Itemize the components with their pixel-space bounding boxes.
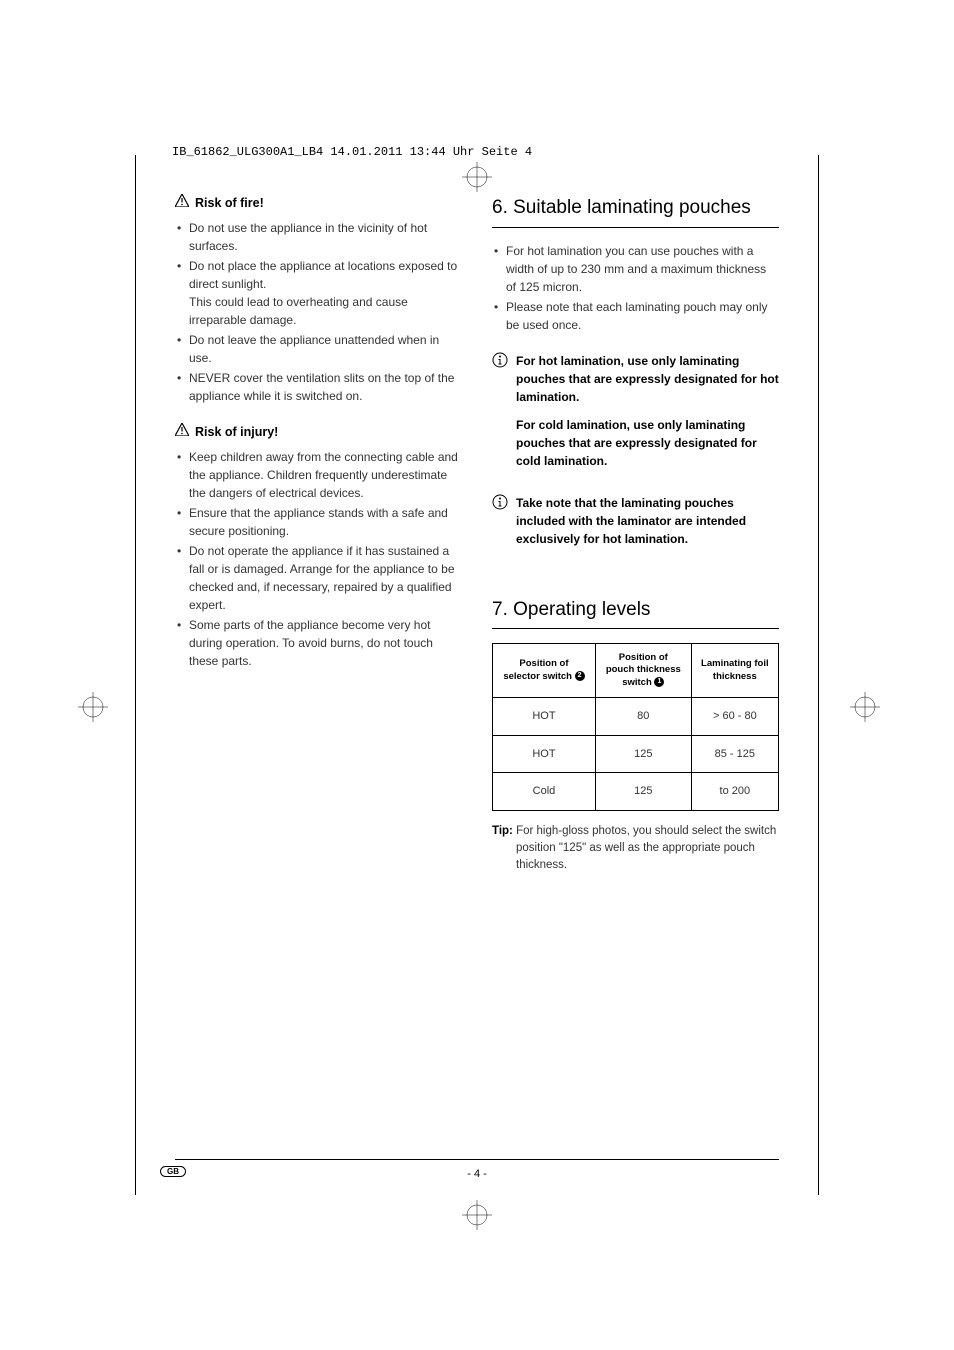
tip-text: For high-gloss photos, you should select… [513,825,776,872]
table-cell: HOT [493,698,596,736]
table-row: Cold 125 to 200 [493,773,779,811]
language-badge: GB [160,1166,186,1177]
page-footer: GB - 4 - [175,1159,779,1180]
table-header-col2: Position of pouch thickness switch 1 [595,644,691,698]
table-cell: 80 [595,698,691,736]
th-line: Laminating foil [701,658,769,669]
left-column: Risk of fire! Do not use the appliance i… [175,194,462,874]
circled-number-icon: 2 [575,671,585,681]
page-number: - 4 - [467,1168,487,1180]
table-cell: 85 - 125 [691,735,778,773]
info1-p1: For hot lamination, use only laminating … [516,352,779,406]
table-cell: HOT [493,735,596,773]
warning-triangle-icon [175,194,189,213]
registration-mark-bottom [462,1200,492,1230]
list-item: Keep children away from the connecting c… [177,448,462,502]
right-column: 6. Suitable laminating pouches For hot l… [492,194,779,874]
list-item: Do not operate the appliance if it has s… [177,542,462,614]
table-row: HOT 80 > 60 - 80 [493,698,779,736]
operating-levels-table: Position of selector switch 2 Position o… [492,643,779,811]
th-line: thickness [713,671,757,682]
table-cell: Cold [493,773,596,811]
injury-warning-heading: Risk of injury! [175,423,462,442]
info-icon [492,494,508,515]
th-line: Position of [519,658,568,669]
section7-heading: 7. Operating levels [492,596,779,630]
table-header-col3: Laminating foil thickness [691,644,778,698]
list-item: Do not leave the appliance unattended wh… [177,331,462,367]
fire-warning-heading: Risk of fire! [175,194,462,213]
list-item: Ensure that the appliance stands with a … [177,504,462,540]
table-cell: 125 [595,773,691,811]
list-item: Do not use the appliance in the vicinity… [177,219,462,255]
info-block-1: For hot lamination, use only laminating … [492,352,779,480]
fire-heading-text: Risk of fire! [195,194,264,213]
th-line: pouch thickness [606,664,681,675]
circled-number-icon: 1 [654,677,664,687]
document-header: IB_61862_ULG300A1_LB4 14.01.2011 13:44 U… [0,0,954,159]
registration-mark-right [850,692,880,722]
tip-paragraph: Tip: For high-gloss photos, you should s… [492,823,779,875]
list-item-text: Do not place the appliance at locations … [189,259,457,291]
table-cell: to 200 [691,773,778,811]
table-cell: > 60 - 80 [691,698,778,736]
table-cell: 125 [595,735,691,773]
section6-bullet-list: For hot lamination you can use pouches w… [494,242,779,334]
list-item: Do not place the appliance at locations … [177,257,462,329]
warning-triangle-icon [175,423,189,442]
tip-label: Tip: [492,825,513,837]
info2-text: Take note that the laminating pouches in… [516,494,779,548]
th-line: selector switch [503,671,572,682]
info1-p2: For cold lamination, use only laminating… [516,416,779,470]
list-item: Please note that each laminating pouch m… [494,298,779,334]
list-item: For hot lamination you can use pouches w… [494,242,779,296]
info-block-2: Take note that the laminating pouches in… [492,494,779,558]
registration-mark-top [462,162,492,192]
list-item-continuation: This could lead to overheating and cause… [189,293,462,329]
section6-heading: 6. Suitable laminating pouches [492,194,779,228]
injury-bullet-list: Keep children away from the connecting c… [177,448,462,670]
list-item: Some parts of the appliance become very … [177,616,462,670]
injury-heading-text: Risk of injury! [195,423,278,442]
list-item: NEVER cover the ventilation slits on the… [177,369,462,405]
fire-bullet-list: Do not use the appliance in the vicinity… [177,219,462,405]
table-row: HOT 125 85 - 125 [493,735,779,773]
th-line: switch [622,677,652,688]
th-line: Position of [619,652,668,663]
info-icon [492,352,508,373]
table-header-col1: Position of selector switch 2 [493,644,596,698]
registration-mark-left [78,692,108,722]
